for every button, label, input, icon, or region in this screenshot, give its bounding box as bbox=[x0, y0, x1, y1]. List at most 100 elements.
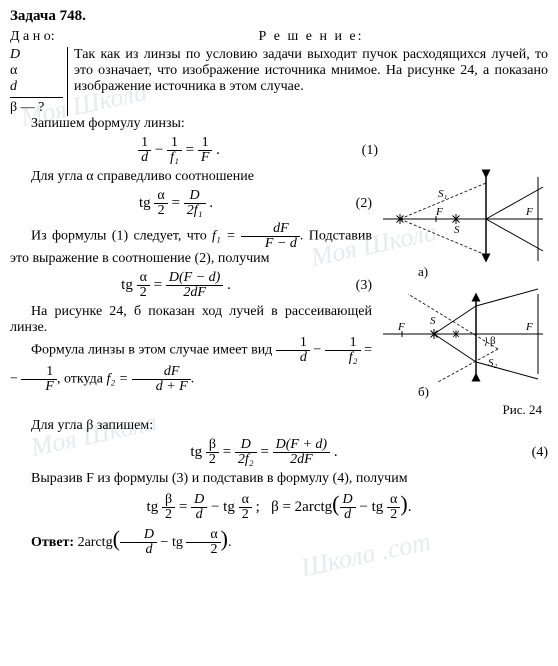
ans-ad: d bbox=[120, 542, 157, 557]
l2-an: 1 bbox=[276, 336, 310, 350]
fig-F: F bbox=[525, 321, 533, 333]
eq1-rn: 1 bbox=[198, 136, 213, 150]
fe-aln2: α bbox=[387, 493, 400, 507]
eq1-d: d bbox=[138, 150, 151, 165]
eq1-number: (1) bbox=[348, 143, 378, 159]
eq3-number: (3) bbox=[342, 278, 372, 294]
f2-lhs: f₂ = bbox=[106, 372, 128, 387]
fig-a-label: а) bbox=[378, 264, 548, 280]
fe-an2: D bbox=[340, 493, 356, 507]
eq3-ad: 2 bbox=[137, 285, 150, 300]
eq3-an: α bbox=[137, 271, 150, 285]
eq3-rd: 2dF bbox=[166, 285, 223, 300]
ans-an: D bbox=[120, 528, 157, 542]
f2-n: dF bbox=[132, 365, 191, 379]
fe-beta: β = 2arctg bbox=[271, 499, 332, 515]
f2-d: d + F bbox=[132, 379, 191, 394]
fe-bn: β bbox=[162, 493, 175, 507]
answer-line: Ответ: 2arctg(Dd − tg α2). bbox=[10, 526, 548, 557]
fig-b-label: б) bbox=[378, 384, 548, 400]
given-label: Д а н о: bbox=[10, 29, 68, 45]
given-block: Д а н о: D α d β — ? bbox=[10, 29, 68, 116]
fig-S: S bbox=[454, 224, 460, 236]
fe-tg3: tg bbox=[372, 499, 384, 515]
fe-ald: 2 bbox=[239, 507, 252, 522]
eq2-ad: 2 bbox=[154, 203, 167, 218]
f1-n: dF bbox=[241, 222, 300, 236]
eq2-rn: D bbox=[184, 189, 206, 203]
l2-bd: f₂ bbox=[325, 350, 361, 365]
given-item: α bbox=[10, 63, 63, 79]
figure-column: F F S S₁ а) F F S bbox=[378, 169, 548, 418]
eq1-d2: f₁ bbox=[167, 150, 182, 165]
equation-1: 1d − 1f₁ = 1F . (1) bbox=[10, 136, 548, 165]
eq4-rd: 2dF bbox=[273, 452, 330, 467]
f1-d: F − d bbox=[241, 236, 300, 251]
eq4-tg: tg bbox=[190, 444, 202, 460]
fe-ad: d bbox=[191, 507, 207, 522]
eq4-rn: D(F + d) bbox=[273, 438, 330, 452]
f1-paragraph: Из формулы (1) следует, что f₁ = dFF − d… bbox=[10, 222, 372, 267]
f1-lhs: f₁ = bbox=[212, 229, 236, 244]
eq1-n2: 1 bbox=[167, 136, 182, 150]
answer-label: Ответ: bbox=[31, 535, 74, 550]
fe-an: D bbox=[191, 493, 207, 507]
fig-F: F bbox=[525, 206, 533, 218]
fe-tg1: tg bbox=[147, 499, 159, 515]
final-equation: tg β2 = Dd − tg α2 ; β = 2arctg(Dd − tg … bbox=[10, 491, 548, 522]
figure-b: F F S S₂ β bbox=[378, 284, 548, 384]
eq1-rd: F bbox=[198, 150, 213, 165]
figure-a: F F S S₁ bbox=[378, 169, 548, 264]
eq3-tg: tg bbox=[121, 277, 133, 293]
given-item: d bbox=[10, 79, 63, 95]
fe-ad2: d bbox=[340, 507, 356, 522]
given-item: D bbox=[10, 47, 63, 63]
eq3-rn: D(F − d) bbox=[166, 271, 223, 285]
l2-ad: d bbox=[276, 350, 310, 365]
fe-aln: α bbox=[239, 493, 252, 507]
eq4-md: 2f₂ bbox=[235, 452, 257, 467]
eq4-ad: 2 bbox=[206, 452, 219, 467]
intro-paragraph: Так как из линзы по условию задачи выход… bbox=[74, 47, 548, 95]
lens-formula-text: Запишем формулу линзы: bbox=[10, 116, 548, 132]
lens2-b: , откуда bbox=[57, 372, 103, 387]
ans-aln: α bbox=[186, 528, 220, 542]
ans-ald: 2 bbox=[186, 542, 220, 557]
equation-2: tg α2 = D2f₁ . (2) bbox=[10, 189, 372, 218]
fig-beta: β bbox=[490, 335, 496, 347]
alpha-text: Для угла α справедливо соотношение bbox=[10, 169, 372, 185]
fig-S1: S₁ bbox=[438, 188, 448, 200]
f1-text-a: Из формулы (1) следует, что bbox=[31, 229, 207, 244]
eq1-n: 1 bbox=[138, 136, 151, 150]
ans-tg: tg bbox=[172, 535, 183, 550]
fig-b-text: На рисунке 24, б показан ход лучей в рас… bbox=[10, 304, 372, 336]
eq4-an: β bbox=[206, 438, 219, 452]
lens2-paragraph: Формула линзы в этом случае имеет вид 1d… bbox=[10, 336, 372, 394]
top-section: Д а н о: D α d β — ? Р е ш е н и е: Так … bbox=[10, 29, 548, 116]
l2-bn: 1 bbox=[325, 336, 361, 350]
l2-cn: 1 bbox=[21, 365, 57, 379]
solution-header: Р е ш е н и е: bbox=[74, 29, 548, 45]
given-unknown: β — ? bbox=[10, 100, 63, 116]
eq2-an: α bbox=[154, 189, 167, 203]
eq2-tg: tg bbox=[139, 195, 151, 211]
eq4-number: (4) bbox=[518, 445, 548, 461]
fe-bd: 2 bbox=[162, 507, 175, 522]
eq2-rd: 2f₁ bbox=[184, 203, 206, 218]
equation-4: tg β2 = D2f₂ = D(F + d)2dF . (4) bbox=[10, 438, 548, 467]
eq2-number: (2) bbox=[342, 196, 372, 212]
lens2-a: Формула линзы в этом случае имеет вид bbox=[31, 343, 272, 358]
answer-pre: 2arctg bbox=[78, 535, 113, 550]
figure-caption: Рис. 24 bbox=[378, 402, 548, 418]
fig-S2: S₂ bbox=[488, 357, 498, 369]
beta-text: Для угла β запишем: bbox=[10, 418, 548, 434]
l2-cd: F bbox=[21, 379, 57, 394]
equation-3: tg α2 = D(F − d)2dF . (3) bbox=[10, 271, 372, 300]
fe-tg2: tg bbox=[223, 499, 235, 515]
fig-F: F bbox=[397, 321, 405, 333]
final-text: Выразив F из формулы (3) и подставив в ф… bbox=[10, 471, 548, 487]
fig-S: S bbox=[430, 315, 436, 327]
eq4-mn: D bbox=[235, 438, 257, 452]
fe-ald2: 2 bbox=[387, 507, 400, 522]
problem-title: Задача 748. bbox=[10, 8, 548, 25]
